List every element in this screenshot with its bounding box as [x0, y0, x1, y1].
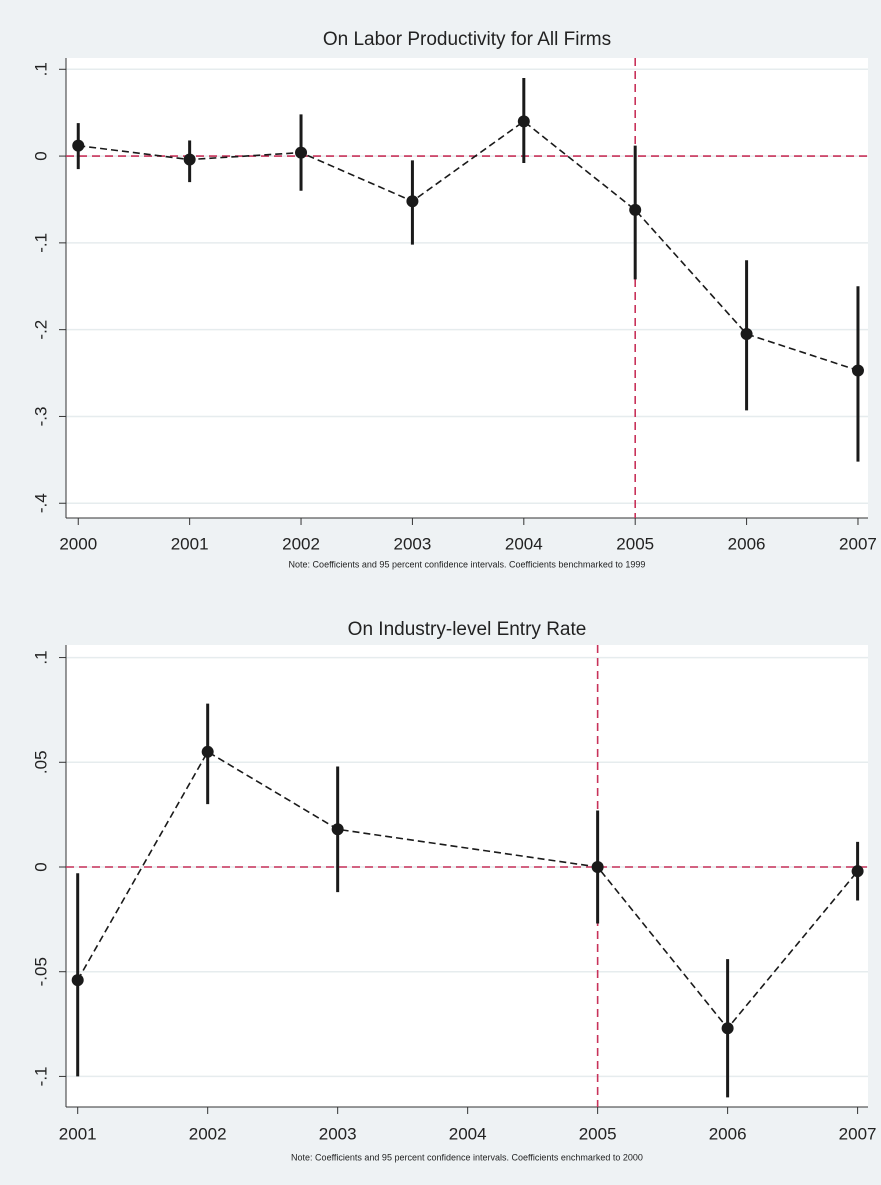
y-tick-label: -.05: [31, 957, 50, 986]
data-point: [851, 865, 864, 878]
data-point: [201, 745, 214, 758]
data-point: [295, 146, 308, 159]
y-tick-label: 0: [31, 151, 50, 160]
plot-area: [66, 645, 868, 1107]
x-tick-label: 2007: [839, 534, 877, 553]
x-tick-label: 2003: [394, 534, 432, 553]
data-line: [78, 120, 859, 372]
y-tick-label: -.3: [31, 407, 50, 427]
data-line: [77, 750, 859, 1030]
y-tick-label: -.1: [31, 233, 50, 253]
x-tick-label: 2002: [189, 1124, 227, 1143]
y-tick-label: 0: [31, 862, 50, 871]
data-point: [740, 328, 753, 340]
note: Note: Coefficients and 95 percent confid…: [291, 1152, 643, 1162]
x-tick-label: 2004: [449, 1124, 487, 1143]
chart-title: On Labor Productivity for All Firms: [323, 29, 611, 50]
y-tick-label: -.1: [31, 1067, 50, 1087]
data-point: [721, 1022, 734, 1035]
x-tick-label: 2001: [171, 534, 209, 553]
data-point: [406, 195, 419, 208]
data-point: [331, 823, 344, 836]
x-tick-label: 2006: [709, 1124, 747, 1143]
chart-title: On Industry-level Entry Rate: [348, 619, 587, 640]
plot-area: [66, 58, 868, 518]
x-tick-label: 2001: [59, 1124, 97, 1143]
y-tick-label: -.2: [31, 320, 50, 340]
note: Note: Coefficients and 95 percent confid…: [289, 559, 646, 569]
data-point: [851, 364, 864, 377]
data-point: [72, 139, 85, 152]
x-tick-label: 2000: [59, 534, 97, 553]
x-tick-label: 2007: [839, 1124, 877, 1143]
data-point: [629, 203, 642, 216]
y-tick-label: -.4: [31, 493, 50, 513]
y-tick-label: .1: [31, 650, 50, 664]
data-point: [183, 153, 196, 166]
y-tick-label: .05: [31, 750, 50, 774]
x-tick-label: 2003: [319, 1124, 357, 1143]
x-tick-label: 2004: [505, 534, 543, 553]
x-tick-label: 2005: [579, 1124, 617, 1143]
y-tick-label: .1: [31, 62, 50, 76]
data-point: [71, 974, 84, 987]
x-tick-label: 2006: [728, 534, 766, 553]
x-tick-label: 2002: [282, 534, 320, 553]
x-tick-label: 2005: [616, 534, 654, 553]
data-point: [517, 115, 530, 128]
data-point: [591, 860, 604, 873]
